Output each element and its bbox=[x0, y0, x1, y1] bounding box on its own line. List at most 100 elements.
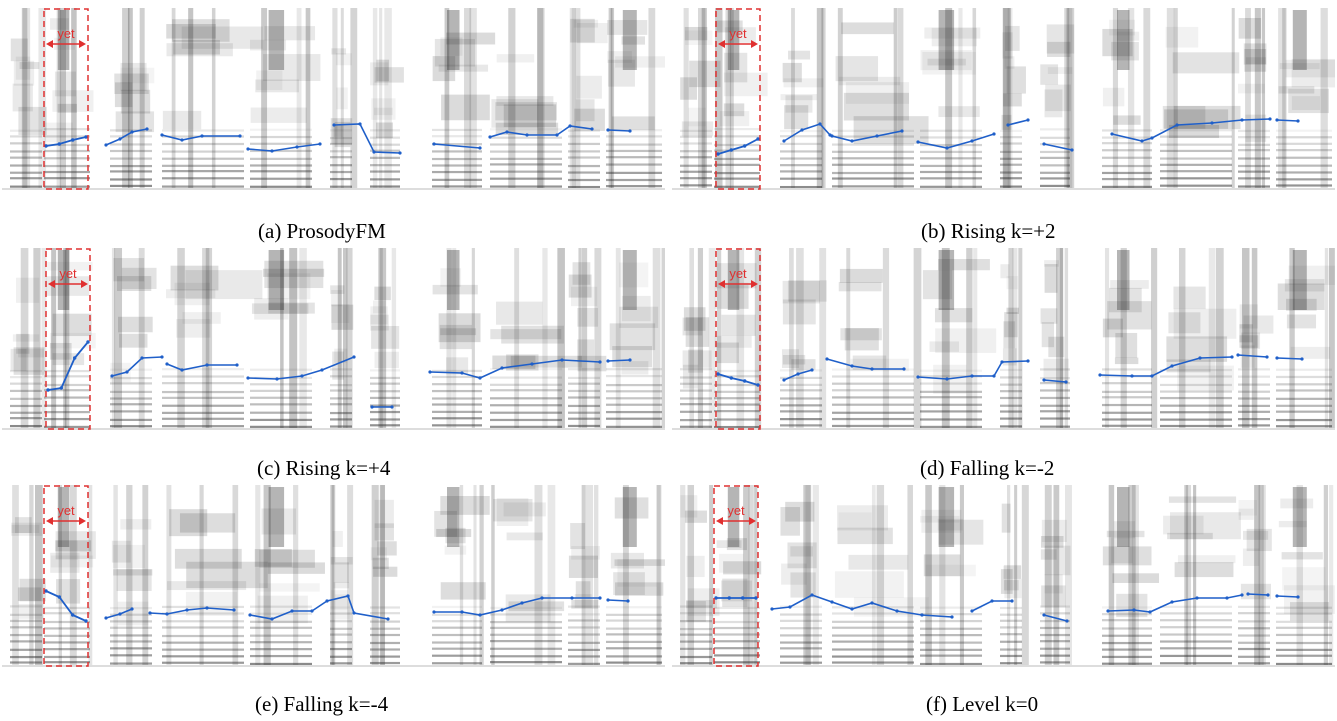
f0-point bbox=[478, 613, 482, 617]
f0-point bbox=[1140, 139, 1144, 143]
yet-f0-point bbox=[46, 388, 50, 392]
f0-point bbox=[1275, 356, 1279, 360]
yet-label: yet bbox=[59, 266, 77, 281]
f0-point bbox=[1195, 596, 1199, 600]
yet-f0-point bbox=[84, 135, 88, 139]
f0-point bbox=[1265, 355, 1269, 359]
f0-point bbox=[246, 147, 250, 151]
spectrogram-b: yet bbox=[672, 8, 1335, 190]
f0-point bbox=[1098, 373, 1102, 377]
f0-point bbox=[1150, 136, 1154, 140]
caption-c: (c) Rising k=+4 bbox=[257, 456, 391, 480]
f0-point bbox=[850, 139, 854, 143]
yet-f0-point bbox=[743, 144, 747, 148]
f0-point bbox=[520, 601, 524, 605]
f0-point bbox=[810, 593, 814, 597]
f0-point bbox=[148, 611, 152, 615]
f0-point bbox=[235, 363, 239, 367]
f0-point bbox=[850, 607, 854, 611]
f0-point bbox=[1000, 360, 1004, 364]
f0-contour-segment bbox=[1099, 356, 1233, 377]
f0-contour-segment bbox=[831, 130, 903, 142]
f0-point bbox=[902, 367, 906, 371]
f0-point bbox=[1240, 593, 1244, 597]
arrow-right-icon bbox=[79, 40, 86, 48]
f0-point bbox=[598, 360, 602, 364]
f0-point bbox=[992, 132, 996, 136]
yet-label: yet bbox=[729, 266, 747, 281]
f0-point bbox=[1275, 594, 1279, 598]
f0-contour-segment bbox=[1247, 593, 1269, 596]
yet-label: yet bbox=[57, 503, 75, 518]
f0-point bbox=[1210, 121, 1214, 125]
f0-point bbox=[428, 370, 432, 374]
arrow-right-icon bbox=[749, 517, 756, 525]
f0-point bbox=[372, 150, 376, 154]
yet-highlight-box bbox=[43, 485, 89, 667]
f0-point bbox=[310, 609, 314, 613]
yet-f0-contour bbox=[45, 136, 87, 147]
f0-point bbox=[950, 615, 954, 619]
panel-c: yet bbox=[2, 248, 665, 430]
f0-point bbox=[1130, 374, 1134, 378]
f0-point bbox=[1266, 593, 1270, 597]
f0-point bbox=[358, 122, 362, 126]
yet-highlight-box bbox=[713, 485, 759, 667]
spectrogram-texture bbox=[2, 485, 665, 667]
yet-f0-point bbox=[86, 340, 90, 344]
f0-contour-segment bbox=[1043, 614, 1068, 622]
arrow-right-icon bbox=[79, 517, 86, 525]
arrow-left-icon bbox=[718, 280, 725, 288]
yet-f0-point bbox=[741, 596, 745, 600]
yet-highlight-box bbox=[715, 8, 761, 190]
f0-point bbox=[788, 605, 792, 609]
f0-point bbox=[500, 608, 504, 612]
f0-point bbox=[770, 607, 774, 611]
f0-point bbox=[1240, 118, 1244, 122]
f0-point bbox=[165, 362, 169, 366]
f0-point bbox=[1296, 119, 1300, 123]
f0-point bbox=[782, 378, 786, 382]
f0-point bbox=[270, 617, 274, 621]
f0-point bbox=[825, 357, 829, 361]
f0-point bbox=[1132, 608, 1136, 612]
f0-contour-segment bbox=[434, 597, 600, 616]
f0-contour-segment bbox=[607, 129, 631, 132]
f0-point bbox=[992, 374, 996, 378]
f0-point bbox=[800, 128, 804, 132]
f0-point bbox=[525, 133, 529, 137]
f0-point bbox=[205, 606, 209, 610]
spectrogram-a: yet bbox=[2, 8, 665, 190]
spectrogram-texture bbox=[2, 248, 665, 430]
f0-contour-segment bbox=[249, 595, 389, 620]
f0-point bbox=[1042, 378, 1046, 382]
f0-point bbox=[796, 372, 800, 376]
yet-label: yet bbox=[727, 503, 745, 518]
f0-point bbox=[165, 612, 169, 616]
yet-f0-point bbox=[73, 356, 77, 360]
spectrogram-d: yet bbox=[672, 248, 1335, 430]
f0-point bbox=[386, 617, 390, 621]
f0-point bbox=[1148, 610, 1152, 614]
f0-point bbox=[432, 610, 436, 614]
f0-point bbox=[870, 367, 874, 371]
yet-f0-contour bbox=[45, 590, 87, 622]
f0-contour-segment bbox=[607, 359, 631, 362]
f0-point bbox=[560, 358, 564, 362]
f0-point bbox=[352, 355, 356, 359]
yet-f0-point bbox=[754, 596, 758, 600]
f0-point bbox=[628, 358, 632, 362]
yet-label: yet bbox=[729, 26, 747, 41]
arrow-right-icon bbox=[751, 40, 758, 48]
f0-contour-segment bbox=[161, 134, 240, 141]
yet-f0-point bbox=[743, 379, 747, 383]
f0-contour-segment bbox=[1276, 357, 1303, 360]
f0-contour-segment bbox=[1276, 119, 1299, 122]
f0-point bbox=[318, 142, 322, 146]
f0-contour-segment bbox=[607, 599, 629, 602]
f0-point bbox=[945, 377, 949, 381]
caption-e: (e) Falling k=-4 bbox=[255, 692, 389, 716]
yet-highlight-box bbox=[43, 8, 89, 190]
f0-point bbox=[332, 123, 336, 127]
spectrogram-texture bbox=[672, 485, 1335, 667]
